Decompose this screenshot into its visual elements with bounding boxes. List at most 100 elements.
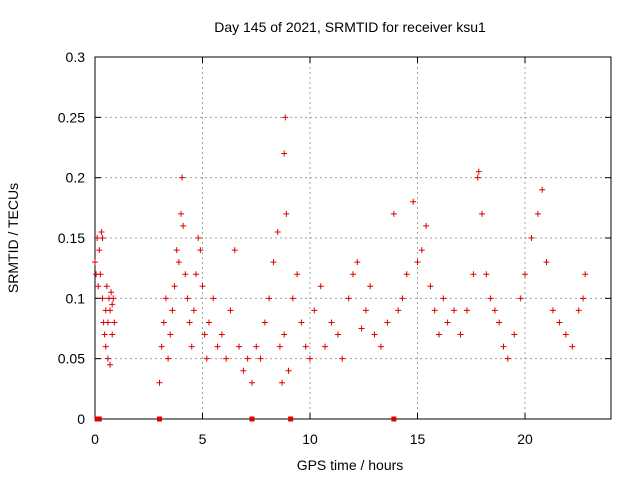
data-point [302, 343, 309, 350]
data-point [358, 325, 365, 332]
data-point [463, 307, 470, 314]
data-point [582, 271, 589, 278]
data-point [580, 295, 587, 302]
data-point [528, 235, 535, 241]
data-point [575, 307, 582, 314]
data-point [108, 289, 115, 296]
data-point [307, 355, 313, 362]
data-point [201, 331, 208, 338]
data-point [186, 319, 193, 326]
data-point [180, 222, 187, 229]
data-point [457, 331, 464, 338]
data-point [339, 355, 346, 362]
data-point [500, 343, 507, 350]
data-point [328, 319, 335, 326]
data-point [475, 168, 482, 175]
data-point [107, 361, 114, 368]
x-tick-label: 20 [517, 431, 533, 447]
data-point [171, 283, 178, 290]
y-tick-label: 0.05 [58, 351, 85, 367]
data-point [190, 307, 197, 314]
data-point [440, 295, 447, 302]
data-point [248, 379, 255, 386]
data-point [197, 247, 204, 254]
data-point [210, 295, 217, 302]
data-point [199, 283, 206, 290]
data-point [96, 247, 103, 254]
data-point [427, 283, 434, 290]
data-point [109, 331, 116, 338]
data-point [479, 210, 485, 217]
data-point [543, 259, 550, 266]
data-point [218, 331, 225, 338]
data-point [285, 367, 292, 374]
data-point [182, 271, 189, 278]
data-point [175, 259, 182, 266]
x-tick-label: 15 [410, 431, 426, 447]
data-point [270, 259, 277, 266]
chart-title: Day 145 of 2021, SRMTID for receiver ksu… [214, 19, 486, 35]
x-tick-label: 0 [91, 431, 99, 447]
y-axis-label: SRMTID / TECUs [5, 183, 21, 293]
data-point [390, 210, 397, 217]
data-point [274, 228, 281, 235]
data-point [395, 307, 402, 314]
data-point [569, 343, 576, 350]
data-point [205, 319, 212, 326]
data-point [266, 295, 273, 302]
data-point [169, 307, 176, 314]
data-point [562, 331, 569, 338]
data-point [179, 174, 186, 181]
data-point [257, 355, 264, 362]
data-point [107, 307, 114, 314]
data-point [101, 331, 108, 338]
data-point [474, 174, 481, 181]
data-point [94, 235, 101, 241]
data-point [362, 307, 369, 314]
data-point [110, 295, 117, 302]
x-axis-label: GPS time / hours [297, 457, 404, 473]
flag-markers [94, 416, 397, 422]
data-point [436, 331, 442, 338]
axes: 0 5 10 15 20 0 0.05 0.1 0.15 0.2 0.25 0.3 [58, 49, 611, 447]
data-point [111, 319, 118, 326]
y-tick-label: 0 [77, 411, 85, 427]
data-point [423, 222, 430, 229]
data-point [102, 343, 109, 350]
data-point [173, 247, 180, 254]
data-point [504, 355, 511, 362]
data-point [334, 331, 341, 338]
data-point [511, 331, 518, 338]
data-point [184, 295, 191, 302]
data-point [522, 271, 528, 278]
data-point [92, 259, 98, 266]
data-point [350, 271, 356, 278]
data-point [276, 343, 283, 350]
data-point [483, 271, 490, 278]
y-tick-label: 0.2 [66, 170, 86, 186]
data-point [279, 379, 286, 386]
data-point [178, 210, 184, 217]
data-point [193, 271, 200, 278]
data-point [539, 186, 546, 193]
flag-marker [288, 416, 294, 422]
y-tick-label: 0.1 [66, 290, 86, 306]
data-point [223, 355, 230, 362]
data-point [311, 307, 318, 314]
data-point [195, 235, 202, 241]
data-point [371, 331, 378, 338]
data-point [95, 283, 102, 290]
data-point [98, 228, 105, 235]
flag-marker [157, 416, 162, 422]
data-point [283, 210, 290, 217]
flag-marker [96, 416, 102, 422]
data-point [431, 307, 438, 314]
data-point [231, 247, 238, 254]
data-point [156, 379, 163, 386]
data-point [384, 319, 391, 326]
data-point [444, 319, 451, 326]
data-point [549, 307, 556, 314]
data-point [294, 271, 301, 278]
data-point [109, 301, 116, 308]
